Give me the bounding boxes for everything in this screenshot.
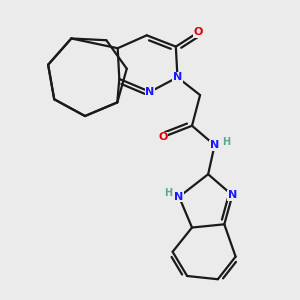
Text: N: N — [175, 192, 184, 202]
Text: H: H — [164, 188, 172, 198]
Text: N: N — [210, 140, 219, 150]
Text: H: H — [222, 137, 230, 147]
Text: N: N — [228, 190, 237, 200]
Text: N: N — [173, 72, 182, 82]
Text: O: O — [158, 132, 168, 142]
Text: N: N — [146, 87, 154, 97]
Text: O: O — [194, 27, 203, 37]
